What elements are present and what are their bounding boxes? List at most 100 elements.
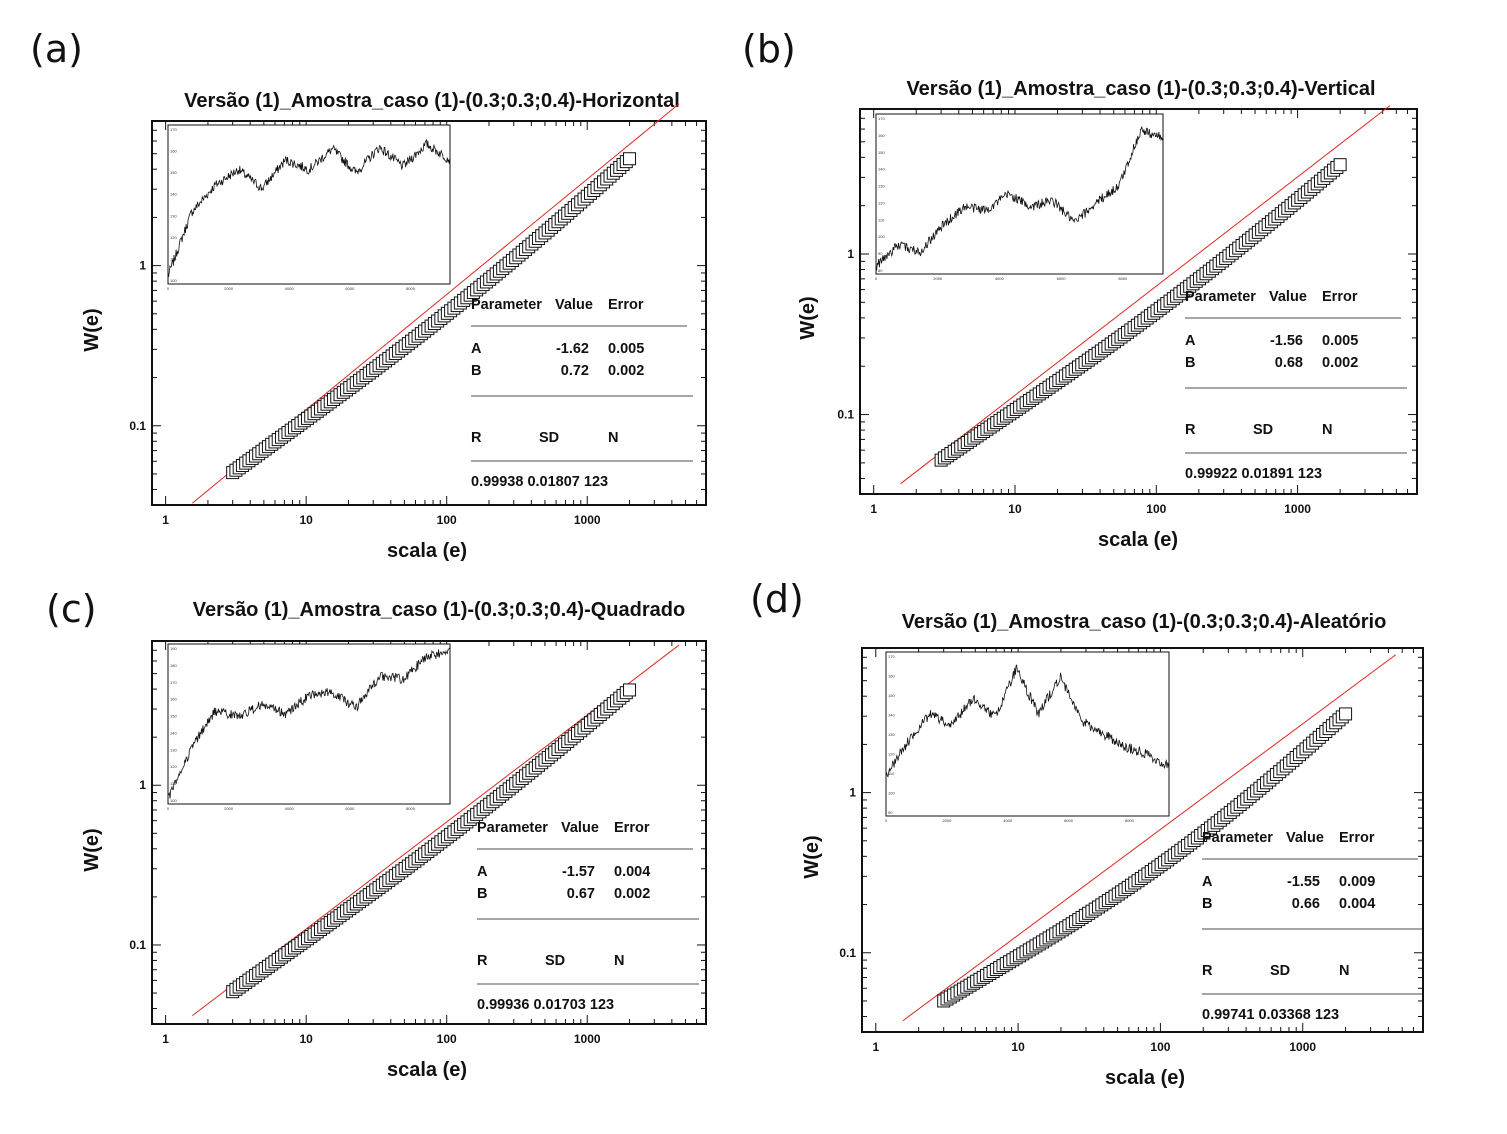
plot-frame (151, 120, 707, 506)
x-tick-label: 1 (162, 513, 169, 527)
inset-y-tick-label: 130 (170, 747, 177, 752)
inset-y-tick-label: 100 (888, 791, 895, 796)
x-tick-label: 1000 (574, 513, 601, 527)
x-axis-label: scala (e) (1098, 529, 1178, 551)
inset-line (167, 647, 451, 799)
stats-param-value: -1.55 (1287, 874, 1320, 890)
inset-y-tick-label: 130 (888, 732, 895, 737)
stats-header: Error (1322, 289, 1358, 305)
stats-param-error: 0.002 (1322, 355, 1358, 371)
y-tick-label: 0.1 (837, 408, 854, 422)
x-axis-label: scala (e) (387, 1059, 467, 1081)
stats-header: Value (1269, 289, 1307, 305)
x-axis-label: scala (e) (387, 540, 467, 562)
inset-x-tick-label: 6000 (1057, 276, 1067, 281)
inset-y-tick-label: 110 (878, 217, 885, 222)
stats-footer-header: R (471, 430, 482, 446)
panel-letter: (d) (750, 577, 804, 621)
stats-footer-values: 0.99922 0.01891 123 (1185, 466, 1322, 482)
x-tick-label: 10 (299, 1032, 313, 1046)
stats-param-error: 0.002 (608, 363, 644, 379)
plot-frame (859, 108, 1418, 495)
stats-param-value: -1.62 (556, 341, 589, 357)
stats-footer-header: N (614, 953, 624, 969)
stats-header: Parameter (477, 820, 548, 836)
stats-param-name: A (471, 341, 482, 357)
inset-y-tick-label: 140 (170, 730, 177, 735)
inset-y-tick-label: 130 (878, 184, 885, 189)
stats-footer-header: R (1202, 963, 1213, 979)
x-tick-label: 10 (299, 513, 313, 527)
inset-y-tick-label: 140 (170, 192, 177, 197)
x-tick-label: 1 (870, 502, 877, 516)
inset-y-tick-label: 160 (170, 697, 177, 702)
inset-y-tick-label: 190 (170, 646, 177, 651)
inset-y-tick-label: 110 (170, 256, 177, 261)
stats-param-value: -1.57 (562, 864, 595, 880)
inset-y-tick-label: 100 (878, 234, 885, 239)
inset-x-tick-label: 2000 (933, 276, 943, 281)
stats-header: Value (1286, 830, 1324, 846)
inset-x-tick-label: 8000 (1118, 276, 1128, 281)
stats-param-name: A (1202, 874, 1213, 890)
inset-y-tick-label: 150 (170, 170, 177, 175)
chart-title: Versão (1)_Amostra_caso (1)-(0.3;0.3;0.4… (184, 90, 680, 112)
inset-x-tick-label: 2000 (224, 286, 234, 291)
inset-x-tick-label: 0 (167, 806, 170, 811)
stats-param-error: 0.005 (1322, 333, 1358, 349)
stats-param-name: B (471, 363, 481, 379)
stats-param-name: B (1185, 355, 1195, 371)
stats-footer-header: N (1339, 963, 1349, 979)
inset-y-tick-label: 150 (888, 693, 895, 698)
panel-letter: (c) (46, 587, 97, 631)
inset-y-tick-label: 80 (878, 268, 883, 273)
inset-line (167, 138, 451, 278)
inset-y-tick-label: 100 (170, 278, 177, 283)
inset-x-tick-label: 0 (875, 276, 878, 281)
inset-frame (885, 651, 1170, 817)
inset-x-tick-label: 8000 (406, 806, 416, 811)
stats-param-error: 0.005 (608, 341, 644, 357)
inset-y-tick-label: 160 (170, 149, 177, 154)
stats-param-name: B (477, 886, 487, 902)
stats-param-value: 0.67 (567, 886, 595, 902)
y-axis-label: W(e) (801, 835, 823, 878)
stats-footer-header: N (1322, 422, 1332, 438)
x-tick-label: 1000 (574, 1032, 601, 1046)
inset-y-tick-label: 170 (170, 680, 177, 685)
stats-param-value: 0.68 (1275, 355, 1303, 371)
inset-y-tick-label: 150 (878, 150, 885, 155)
stats-param-error: 0.004 (1339, 896, 1375, 912)
inset-x-tick-label: 8000 (1125, 818, 1135, 823)
y-tick-label: 1 (139, 259, 146, 273)
chart-panel-b: (b) Versão (1)_Amostra_caso (1)-(0.3;0.3;… (742, 27, 1418, 551)
panel-letter: (a) (30, 27, 83, 71)
stats-header: Parameter (1185, 289, 1256, 305)
fit-line (902, 654, 1396, 1022)
inset-y-tick-label: 140 (878, 167, 885, 172)
stats-param-name: B (1202, 896, 1212, 912)
stats-param-name: A (477, 864, 488, 880)
inset-x-tick-label: 2000 (224, 806, 234, 811)
stats-param-error: 0.004 (614, 864, 650, 880)
stats-header: Parameter (1202, 830, 1273, 846)
inset-x-tick-label: 6000 (345, 286, 355, 291)
inset-y-tick-label: 160 (878, 133, 885, 138)
stats-footer-values: 0.99938 0.01807 123 (471, 474, 608, 490)
inset-x-tick-label: 4000 (285, 286, 295, 291)
inset-x-tick-label: 0 (885, 818, 888, 823)
data-point (1339, 707, 1353, 721)
inset-y-tick-label: 130 (170, 213, 177, 218)
stats-footer-header: SD (1253, 422, 1273, 438)
inset-x-tick-label: 2000 (942, 818, 952, 823)
x-tick-label: 1000 (1289, 1040, 1316, 1054)
data-point (623, 683, 637, 697)
chart-panel-a: (a) Versão (1)_Amostra_caso (1)-(0.3;0.3;… (30, 27, 707, 562)
inset-y-tick-label: 170 (878, 116, 885, 121)
inset-y-tick-label: 170 (170, 127, 177, 132)
plot-frame (861, 647, 1424, 1033)
chart-panel-c: (c) Versão (1)_Amostra_caso (1)-(0.3;0.3;… (46, 587, 707, 1081)
x-tick-label: 10 (1008, 502, 1022, 516)
inset-x-tick-label: 4000 (285, 806, 295, 811)
chart-title: Versão (1)_Amostra_caso (1)-(0.3;0.3;0.4… (193, 599, 685, 621)
